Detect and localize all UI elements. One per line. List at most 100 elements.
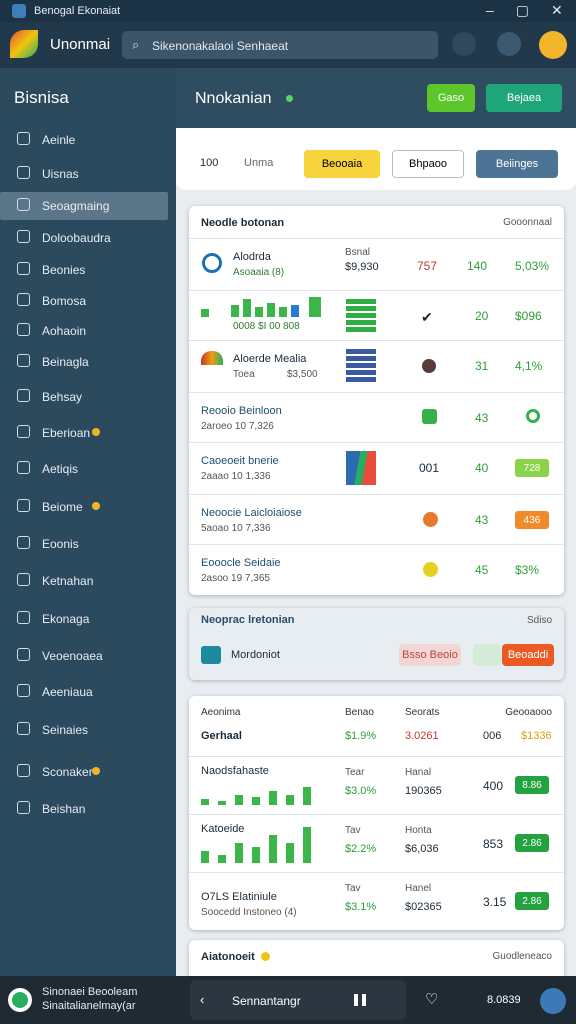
filter-label: Unma (244, 157, 274, 169)
nav-item[interactable]: Bomosa (42, 294, 87, 308)
nav-item[interactable]: Beinagla (42, 355, 89, 369)
nav-icon (17, 198, 30, 211)
nav-icon (17, 262, 30, 275)
close-button[interactable] (539, 31, 567, 59)
nav-item[interactable]: Aohaoin (42, 324, 87, 338)
filter-bar: 100 Unma Beooaia Bhpaoo Beiinges (176, 128, 576, 190)
list-row[interactable]: Katoeide Tav $2.2% Honta $6,036 853 2.86 (189, 814, 564, 872)
chart-bar (201, 851, 209, 863)
row-label: Bsnal (345, 247, 371, 258)
nav-item[interactable]: Uisnas (42, 167, 79, 181)
row-value: $02365 (405, 901, 442, 913)
row-label: Hanal (405, 767, 432, 778)
pause-button[interactable] (354, 994, 366, 1006)
badge: 436 (515, 511, 549, 529)
nav-item[interactable]: Beiome (42, 500, 83, 514)
row-sub: Asoaaia (8) (233, 267, 285, 278)
window-controls[interactable]: –▢✕ (486, 2, 576, 18)
main-title: Nnokanian (195, 90, 272, 107)
avatar[interactable] (540, 988, 566, 1014)
badge-dot (92, 428, 100, 436)
nav-item[interactable]: Eoonis (42, 537, 79, 551)
active-highlight (0, 192, 168, 220)
nav-item[interactable]: Doloobaudra (42, 231, 111, 245)
list-row[interactable]: Neoocie Laicloiaiose 5aoao 10 7,336 43 4… (189, 494, 564, 544)
row-name: Neoocie Laicloiaiose (201, 507, 302, 519)
list-row[interactable]: Naodsfahaste Tear $3.0% Hanal 190365 400 8.86 (189, 756, 564, 814)
nav-icon (17, 573, 30, 586)
summary-value: 006 (483, 730, 502, 742)
time: 8.0839 (487, 994, 521, 1006)
list-row[interactable]: Aloerde Mealia Toea $3,500 31 4,1% (189, 340, 564, 392)
nav-item[interactable]: Beishan (42, 802, 86, 816)
nav-item[interactable]: Sconaker (42, 765, 93, 779)
row-label: Honta (405, 825, 432, 836)
nav-icon (17, 611, 30, 624)
column-header: Aeonima (201, 707, 241, 718)
nav-item[interactable]: Seoagmaing (42, 199, 110, 213)
row-value: 190365 (405, 785, 442, 797)
list-row[interactable]: Eooocle Seidaie 2asoo 19 7,365 45 $3% (189, 544, 564, 595)
column-header: Seorats (405, 707, 440, 718)
card-title: Neodle botonan (201, 217, 285, 229)
row-count: 853 (483, 837, 504, 851)
nav-icon (17, 425, 30, 438)
nav-item[interactable]: Ketnahan (42, 574, 94, 588)
row-value: $9,930 (345, 261, 379, 273)
row-count: 400 (483, 779, 504, 793)
row-sub: 2aroeo 10 7,326 (201, 421, 274, 432)
like-button[interactable]: ♡ (425, 991, 439, 1008)
nav-item[interactable]: Beonies (42, 263, 86, 277)
nav-item[interactable]: Ekonaga (42, 612, 90, 626)
card-meta: Gooonnaal (503, 217, 552, 228)
nav-item[interactable]: Aetiqis (42, 462, 79, 476)
nav-item[interactable]: Behsay (42, 390, 83, 404)
row-value: $6,036 (405, 843, 439, 855)
column-header: Benao (345, 707, 374, 718)
button[interactable]: Beooaia (304, 150, 380, 178)
button[interactable]: Bsso Beoio (399, 644, 461, 666)
list-row[interactable]: Reooio Beinloon 2aroeo 10 7,326 43 (189, 392, 564, 442)
app-icon (12, 4, 26, 18)
row-sub: Toea (233, 369, 255, 380)
icon-button[interactable] (452, 32, 476, 56)
nav-item[interactable]: Aeeniaua (42, 685, 93, 699)
nav-item[interactable]: Eberioan (42, 426, 91, 440)
header: Unonmai ⌕ Sikenonakalaoi Senhaeat (0, 22, 576, 68)
sidebar-title: Bisnisa (14, 88, 69, 107)
icon-button[interactable] (497, 32, 521, 56)
row-name: Eooocle Seidaie (201, 557, 281, 569)
chart-bar (218, 855, 226, 863)
search-box[interactable]: ⌕ Sikenonakalaoi Senhaeat (122, 31, 438, 59)
nav-icon (17, 230, 30, 243)
prev-button[interactable]: ‹ (200, 992, 205, 1007)
row-name: Alodrda (233, 251, 271, 263)
nav-item[interactable]: Veoenoaea (42, 649, 103, 663)
chart-bar (269, 791, 277, 805)
nav-icon (17, 354, 30, 367)
chart-bar (303, 827, 311, 863)
nav-icon (17, 536, 30, 549)
nav-item[interactable]: Aeinle (42, 133, 76, 147)
card-title: Aiatonoeit (201, 951, 255, 963)
row-tag: Tear (345, 767, 365, 778)
button[interactable]: Bejaea (486, 84, 562, 112)
button[interactable]: Beoaddi (502, 644, 554, 666)
card-meta: Guodleneaco (492, 951, 553, 962)
button[interactable]: Beiinges (476, 150, 558, 178)
nav-item[interactable]: Seinaies (42, 723, 89, 737)
list-row[interactable]: Caoeoeit bnerie 2aaao 10 1,336 001 40 72… (189, 442, 564, 494)
list-row[interactable]: 0008 $I 00 808 ✔ 20 $096 (189, 290, 564, 340)
row-stat: 757 (417, 259, 438, 273)
list-row[interactable]: Alodrda Asoaaia (8) Bsnal $9,930 757 140… (189, 238, 564, 290)
nav-icon (17, 166, 30, 179)
button[interactable]: Bhpaoo (392, 150, 464, 178)
row-stat: 43 (475, 513, 489, 527)
row-sub: 5aoao 10 7,336 (201, 523, 271, 534)
row-name: Reooio Beinloon (201, 405, 282, 417)
app-name: Unonmai (50, 36, 111, 53)
badge-dot (92, 767, 100, 775)
button[interactable]: Gaso (427, 84, 475, 112)
list-row[interactable]: O7LS Elatiniule Soocedd Instoneo (4) Tav $3… (189, 872, 564, 930)
row-stat: 4,1% (515, 359, 543, 373)
